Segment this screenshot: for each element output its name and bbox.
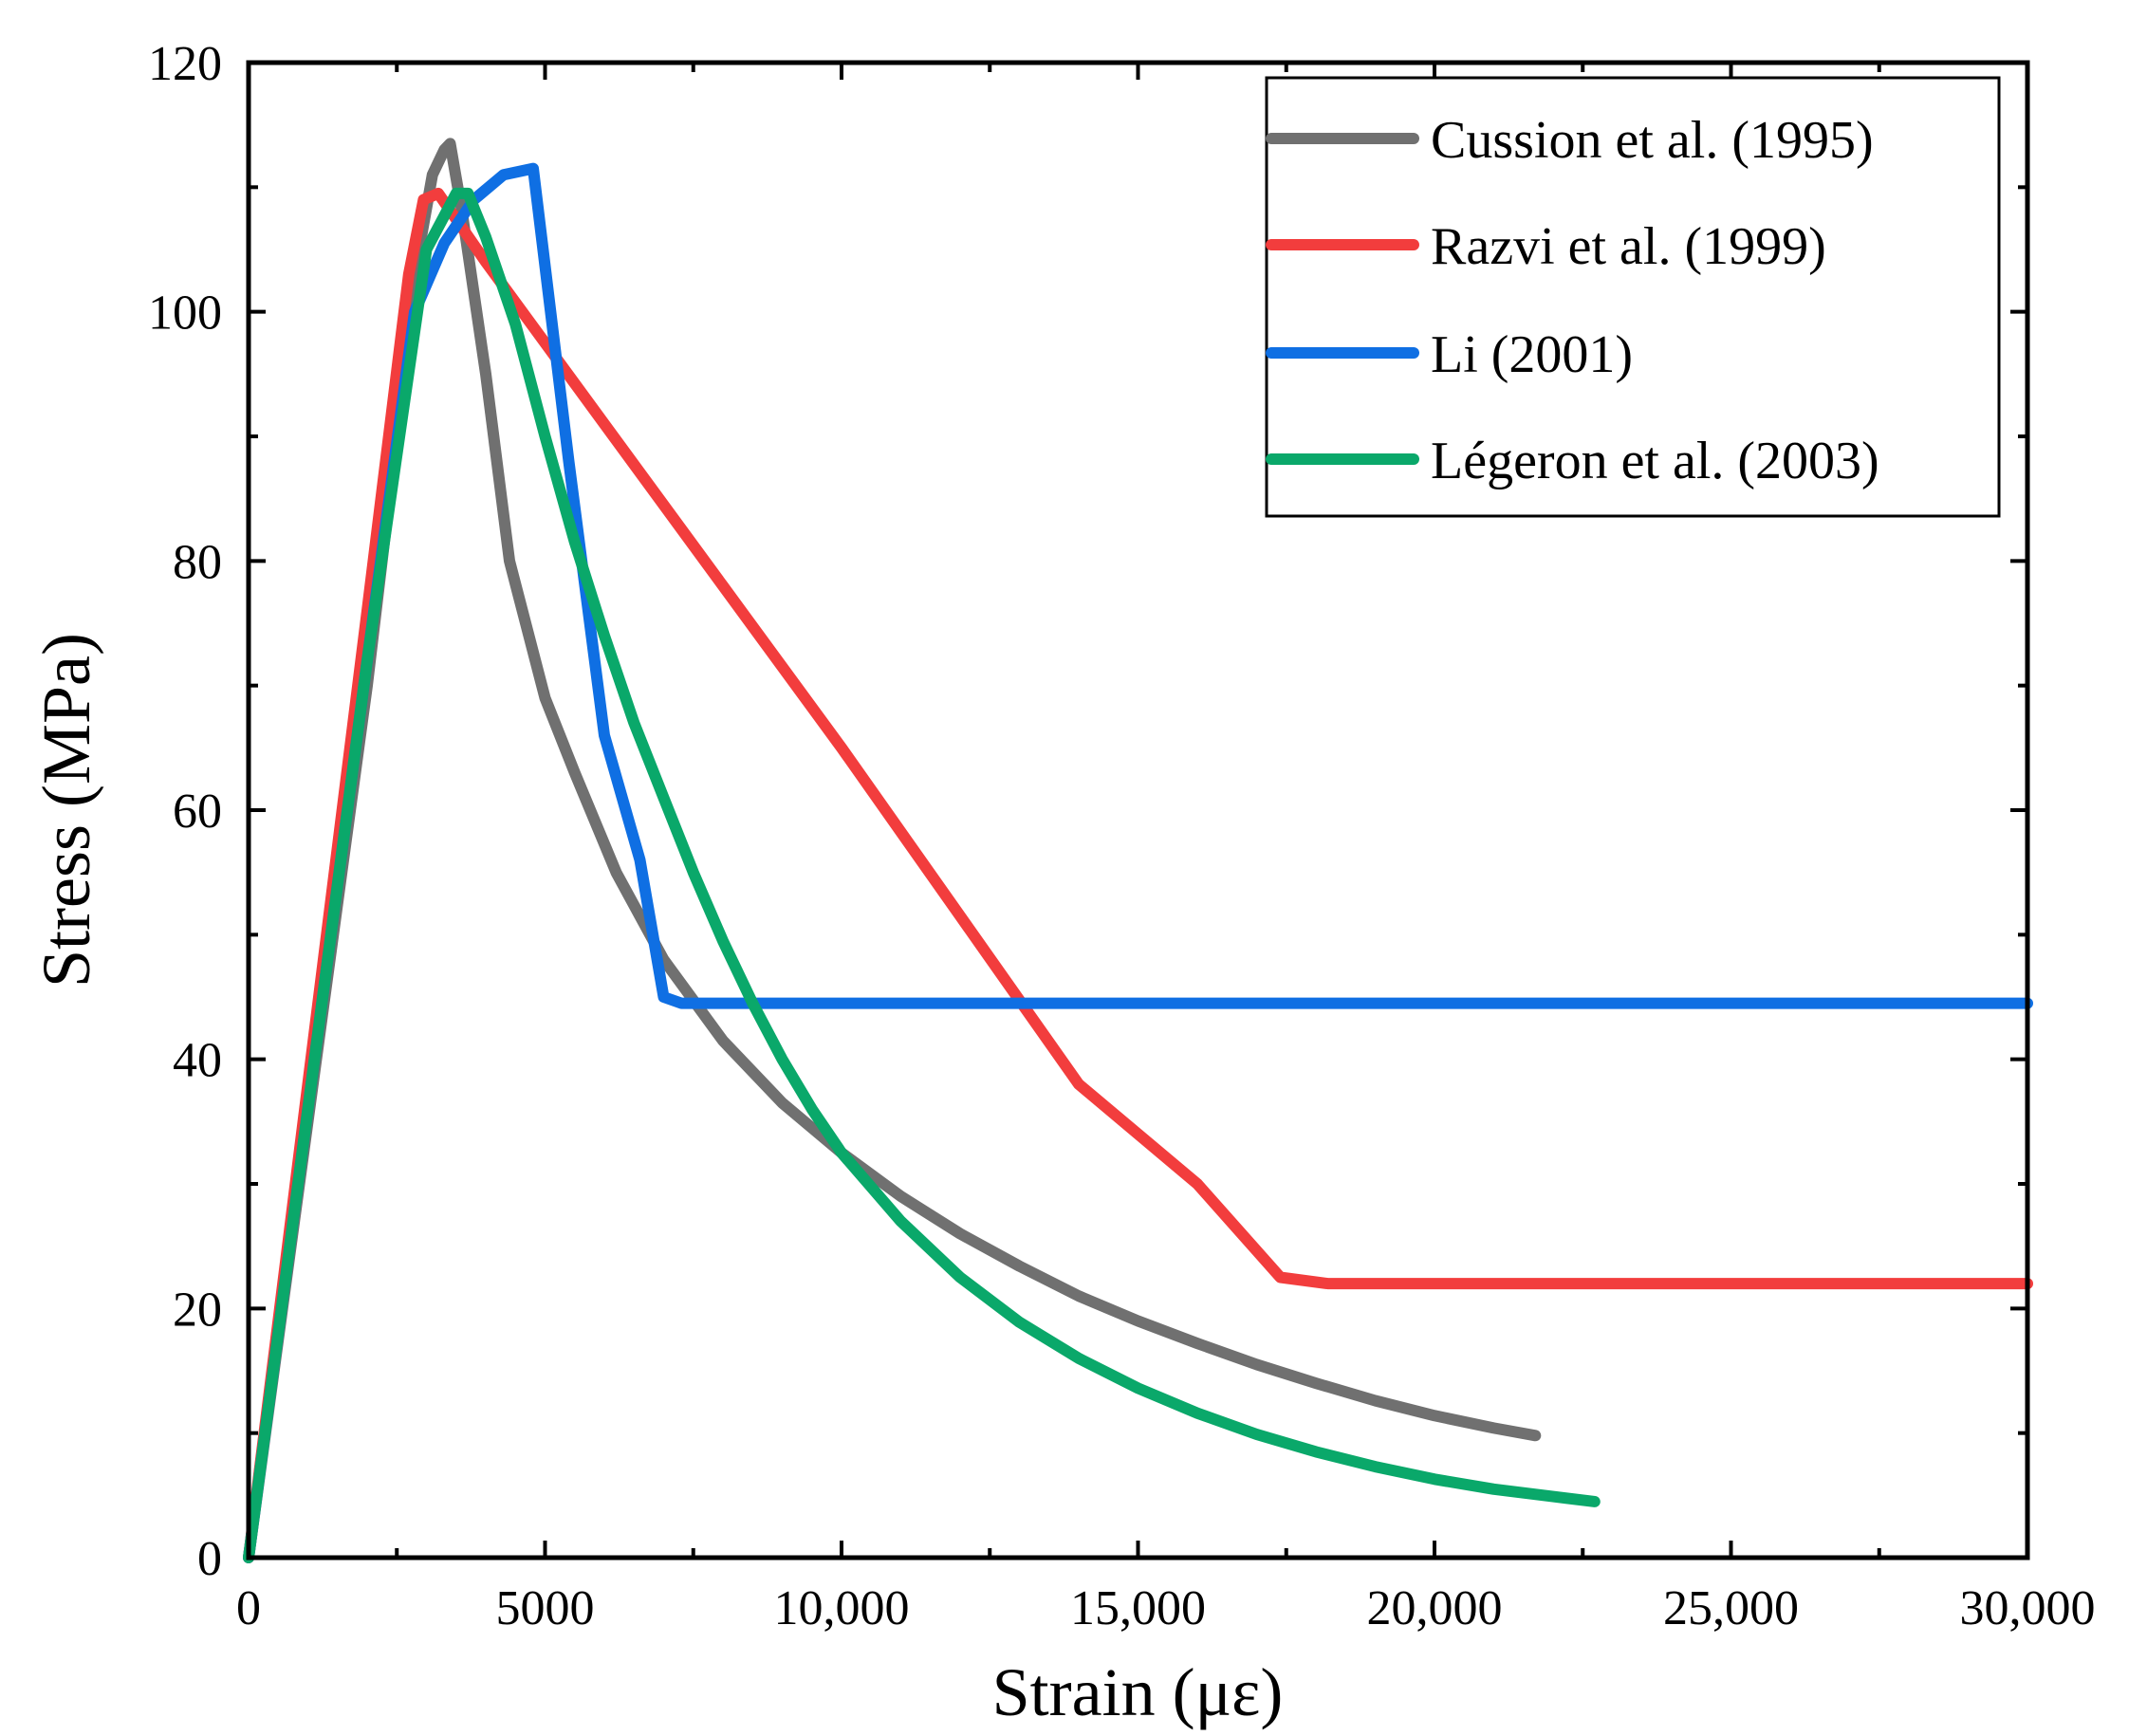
- x-tick-label: 25,000: [1663, 1581, 1799, 1635]
- legend: Cussion et al. (1995) Razvi et al. (1999…: [1265, 76, 2001, 518]
- y-tick-label: 120: [148, 37, 222, 91]
- y-tick-label: 80: [173, 535, 222, 589]
- legend-label-li: Li (2001): [1431, 325, 1633, 384]
- y-tick-label: 20: [173, 1283, 222, 1337]
- y-tick-label: 40: [173, 1034, 222, 1088]
- series-line-3: [243, 187, 1601, 1563]
- tick-labels: 0 5000 10,000 15,000 20,000 25,000 30,000 0 20 40…: [148, 37, 2096, 1635]
- x-tick-label: 20,000: [1367, 1581, 1503, 1635]
- x-tick-label: 0: [236, 1581, 261, 1635]
- x-tick-label: 10,000: [774, 1581, 910, 1635]
- legend-label-legeron: Légeron et al. (2003): [1431, 432, 1879, 490]
- plot-lines: [243, 138, 2033, 1563]
- y-axis-title: Stress (MPa): [28, 633, 104, 988]
- y-tick-label: 60: [173, 785, 222, 839]
- x-tick-label: 30,000: [1960, 1581, 2096, 1635]
- x-tick-label: 15,000: [1070, 1581, 1206, 1635]
- legend-box: [1265, 76, 2001, 518]
- legend-label-cussion: Cussion et al. (1995): [1431, 111, 1874, 170]
- y-tick-label: 0: [197, 1532, 222, 1586]
- axis-ticks: [247, 61, 2029, 1560]
- y-tick-label: 100: [148, 286, 222, 341]
- series-line-1: [243, 187, 2033, 1563]
- legend-label-razvi: Razvi et al. (1999): [1431, 217, 1826, 276]
- x-axis-title: Strain (με): [992, 1654, 1284, 1730]
- x-tick-label: 5000: [496, 1581, 595, 1635]
